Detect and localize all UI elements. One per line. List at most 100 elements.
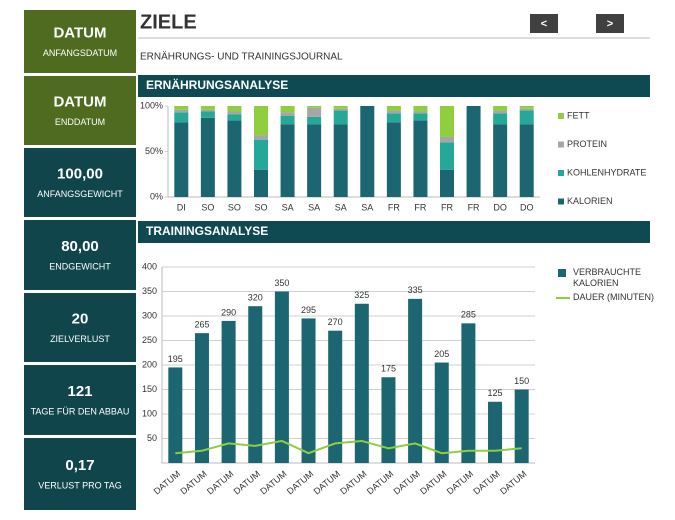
section-bar <box>138 75 650 97</box>
x-tick-label: DATUM <box>285 469 315 497</box>
prev-button[interactable] <box>530 14 558 33</box>
x-tick-label: DATUM <box>178 469 208 497</box>
kpi-value: 20 <box>72 310 89 327</box>
bar <box>274 291 289 463</box>
bar <box>493 110 508 114</box>
legend-swatch <box>558 269 566 277</box>
y-tick-label: 300 <box>142 310 157 320</box>
kpi-label: ANFANGSDATUM <box>43 48 117 58</box>
bar <box>168 367 183 463</box>
kpi-label: ZIELVERLUST <box>50 334 110 344</box>
data-label: 285 <box>461 310 476 320</box>
bar <box>254 106 268 136</box>
bar <box>254 169 268 197</box>
bar <box>254 135 268 140</box>
x-tick-label: DI <box>177 202 186 212</box>
bar <box>328 330 343 463</box>
x-tick-label: SO <box>201 202 214 212</box>
legend-label: KALORIEN <box>567 196 613 206</box>
bar <box>301 318 316 463</box>
legend-swatch <box>558 170 564 176</box>
kpi-label: TAGE FÜR DEN ABBAU <box>31 406 130 416</box>
data-label: 295 <box>301 305 316 315</box>
bar <box>408 298 423 463</box>
bar <box>280 112 295 117</box>
legend-label: DAUER (MINUTEN) <box>573 292 654 302</box>
bar <box>280 106 295 113</box>
bar <box>386 110 401 114</box>
kpi-box <box>24 76 136 145</box>
bar <box>440 106 454 137</box>
x-tick-label: DO <box>493 202 507 212</box>
bar <box>227 114 242 121</box>
data-label: 270 <box>328 317 343 327</box>
bar <box>386 106 401 111</box>
data-label: 175 <box>381 364 396 374</box>
bar <box>360 106 375 197</box>
kpi-label: ENDGEWICHT <box>49 261 111 271</box>
x-tick-label: FR <box>468 202 480 212</box>
bar <box>519 106 534 109</box>
y-tick-label: 150 <box>142 384 157 394</box>
prev-button-label[interactable]: < <box>541 18 547 30</box>
kpi-value: 0,17 <box>65 457 94 474</box>
next-button[interactable] <box>596 14 624 33</box>
next-button-label[interactable]: > <box>607 18 613 30</box>
y-tick-label: 50 <box>147 433 157 443</box>
bar <box>466 106 481 197</box>
legend-label: FETT <box>567 110 590 120</box>
y-tick-label: 250 <box>142 335 157 345</box>
x-tick-label: SA <box>308 202 320 212</box>
x-tick-label: DO <box>520 202 534 212</box>
bar <box>440 142 454 170</box>
bar <box>307 124 322 197</box>
bar <box>413 113 428 121</box>
legend-swatch <box>558 141 564 148</box>
bar <box>440 136 454 143</box>
y-tick-label: 100% <box>140 100 163 110</box>
x-tick-label: DATUM <box>445 469 475 497</box>
x-tick-label: DATUM <box>391 469 421 497</box>
legend-label: KOHLENHYDRATE <box>567 167 646 177</box>
bar <box>413 120 428 197</box>
bar <box>174 106 189 110</box>
bar <box>493 106 508 111</box>
kpi-value: DATUM <box>53 24 106 41</box>
bar <box>200 117 215 197</box>
x-tick-label: FR <box>388 202 400 212</box>
kpi-value: 80,00 <box>61 238 99 255</box>
bar <box>386 122 401 197</box>
legend-item: DAUER (MINUTEN) <box>573 292 654 302</box>
bar <box>493 113 508 125</box>
bar <box>386 113 401 123</box>
data-label: 205 <box>434 349 449 359</box>
bar <box>461 323 476 463</box>
kpi-value: 100,00 <box>57 165 103 182</box>
x-tick-label: SO <box>228 202 241 212</box>
bar <box>221 320 236 463</box>
bar <box>174 112 189 123</box>
data-label: 265 <box>194 320 209 330</box>
kpi-box <box>24 438 136 510</box>
x-tick-label: DATUM <box>498 469 528 497</box>
bar <box>174 122 189 197</box>
x-tick-label: FR <box>441 202 453 212</box>
y-tick-label: 400 <box>142 261 157 271</box>
bar <box>519 124 534 197</box>
x-tick-label: FR <box>414 202 426 212</box>
bar <box>413 106 428 112</box>
x-tick-label: SA <box>282 202 294 212</box>
y-tick-label: 100 <box>142 408 157 418</box>
bar <box>488 401 503 463</box>
x-tick-label: DATUM <box>232 469 262 497</box>
y-tick-label: 350 <box>142 286 157 296</box>
subtitle: ERNÄHRUNGS- UND TRAININGSJOURNAL <box>140 51 343 63</box>
line <box>175 439 522 455</box>
x-tick-label: SA <box>335 202 347 212</box>
bar <box>194 333 209 463</box>
kpi-box <box>24 293 136 362</box>
kpi-label: ANFANGSGEWICHT <box>37 189 123 199</box>
kpi-value: 121 <box>67 383 92 400</box>
